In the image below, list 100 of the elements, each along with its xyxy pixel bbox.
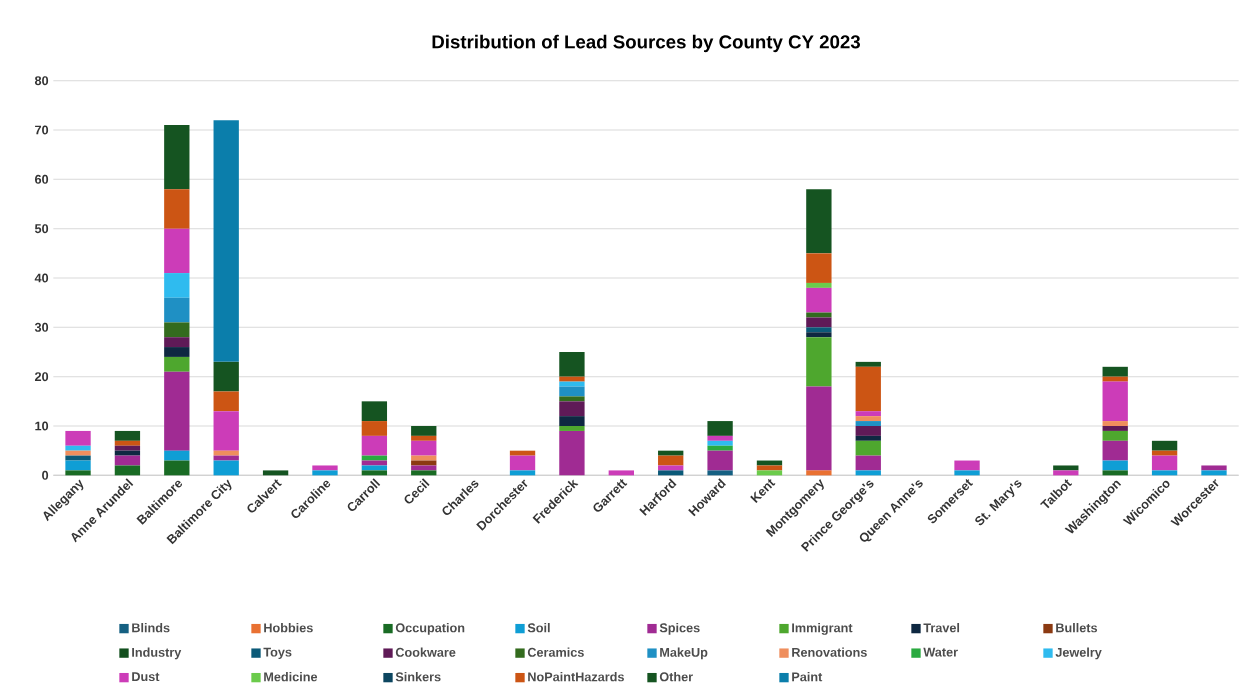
bar	[559, 426, 585, 431]
legend-label: Cookware	[395, 647, 456, 657]
bar	[164, 371, 190, 451]
legend-label: Renovations	[792, 647, 867, 657]
bar	[806, 386, 832, 471]
legend-label: Occupation	[395, 623, 465, 635]
bar	[1102, 430, 1128, 441]
bar	[164, 347, 190, 357]
legend-label: Blinds	[132, 623, 170, 633]
bar	[806, 317, 832, 328]
bar	[806, 189, 832, 254]
bar	[855, 455, 881, 471]
y-tick-label: 0	[42, 470, 49, 480]
bar	[559, 416, 585, 426]
bar	[559, 401, 585, 417]
bar	[1053, 465, 1079, 471]
bar	[509, 450, 536, 456]
bar	[756, 465, 783, 471]
bar	[1102, 366, 1128, 377]
bar	[855, 440, 881, 456]
y-tick-label: 20	[34, 372, 49, 382]
bar	[855, 470, 881, 476]
bar	[361, 455, 388, 461]
bar	[806, 470, 832, 476]
bar	[114, 455, 141, 466]
bar	[312, 465, 338, 471]
bar	[164, 322, 190, 338]
bar	[213, 460, 239, 476]
bar	[411, 426, 437, 436]
bar	[855, 361, 881, 367]
legend-label: Immigrant	[792, 623, 853, 635]
legend-label: Soil	[527, 623, 550, 633]
bar	[114, 440, 141, 446]
bar	[164, 356, 190, 372]
bar	[262, 470, 289, 476]
legend-label: Dust	[132, 672, 160, 682]
y-tick-label: 30	[34, 322, 49, 332]
bar	[1102, 440, 1128, 461]
bar	[312, 470, 338, 476]
bar	[213, 455, 239, 461]
bar	[164, 297, 190, 323]
legend-label: Toys	[263, 647, 292, 660]
legend-label: Water	[923, 647, 958, 657]
bar	[608, 470, 634, 476]
legend-label: Travel	[923, 623, 960, 633]
bar	[213, 361, 239, 392]
bar	[707, 435, 733, 441]
bar	[361, 401, 388, 422]
bar	[707, 440, 733, 446]
legend-label: Hobbies	[264, 623, 313, 633]
bar	[411, 470, 437, 476]
bar	[65, 445, 91, 451]
bar	[559, 430, 585, 476]
y-tick-label: 80	[34, 76, 49, 86]
bar	[361, 421, 388, 436]
bar	[164, 189, 190, 229]
bar	[855, 366, 881, 412]
legend-label: MakeUp	[660, 647, 708, 660]
bar	[806, 337, 832, 387]
bar	[213, 450, 239, 456]
y-tick-label: 50	[34, 224, 49, 234]
bar	[164, 460, 190, 476]
bar	[559, 396, 585, 402]
bar	[954, 460, 980, 471]
bar	[213, 411, 239, 451]
bar	[164, 337, 190, 348]
y-tick-label: 70	[35, 125, 49, 135]
y-tick-label: 10	[35, 421, 49, 431]
bar	[164, 450, 190, 461]
legend-label: Spices	[659, 623, 700, 635]
bar	[559, 386, 585, 397]
bar	[1102, 421, 1128, 426]
bar	[806, 282, 832, 288]
bar	[1151, 470, 1178, 476]
bar	[65, 430, 91, 446]
bar	[411, 440, 437, 456]
bar	[559, 376, 585, 382]
bar	[855, 416, 881, 422]
bar	[658, 465, 684, 471]
legend-label: Industry	[132, 647, 182, 660]
bar	[855, 435, 881, 441]
bar	[806, 332, 832, 338]
bar	[1201, 465, 1227, 471]
y-tick-label: 40	[34, 273, 49, 283]
bar	[559, 352, 585, 377]
bar	[361, 435, 388, 456]
bar	[1102, 376, 1128, 382]
bar	[707, 450, 733, 471]
legend-label: NoPaintHazards	[528, 672, 624, 682]
bar	[361, 470, 388, 476]
bar	[1201, 470, 1227, 476]
bar	[954, 470, 980, 476]
bar	[1053, 470, 1079, 476]
bar	[1102, 426, 1128, 431]
bar	[65, 460, 91, 471]
legend-label: Paint	[792, 672, 823, 682]
bar	[411, 435, 437, 441]
y-tick-label: 60	[35, 174, 49, 184]
bar	[361, 465, 388, 471]
bar	[806, 287, 832, 313]
